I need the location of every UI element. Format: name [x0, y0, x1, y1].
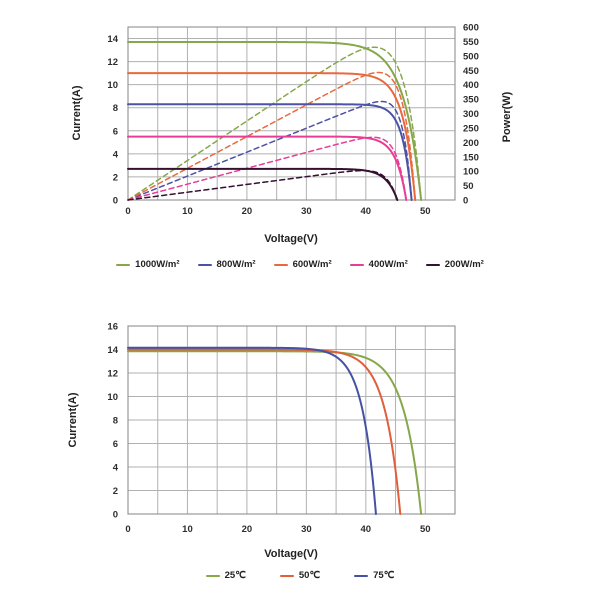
plot-border [127, 26, 456, 201]
iv-power-curves [127, 40, 423, 201]
current-curve-75℃ [127, 346, 377, 515]
iv-power-chart: 0246810121405010015020025030035040045050… [71, 23, 513, 246]
y-right-tick-label: 350 [463, 95, 479, 106]
legend-item-200W/m²: 200W/m² [425, 259, 484, 270]
y-right-tick-label: 300 [463, 109, 479, 120]
x-axis-title: Voltage(V) [264, 548, 318, 560]
power-curve-200W/m² [127, 169, 399, 201]
y-left-tick-label: 16 [107, 322, 118, 333]
y-left-tick-label: 4 [113, 463, 119, 474]
y-right-tick-label: 50 [463, 181, 474, 192]
power-curve-600W/m² [127, 71, 416, 201]
legend-label: 1000W/m² [135, 259, 180, 270]
legend-swatch [354, 574, 369, 577]
x-tick-label: 50 [420, 524, 431, 535]
legend-swatch [425, 263, 440, 266]
power-curve-1000W/m² [127, 46, 422, 201]
y-left-tick-label: 2 [113, 486, 118, 497]
x-tick-label: 0 [125, 524, 130, 535]
x-tick-label: 20 [242, 524, 253, 535]
y-left-tick-label: 0 [113, 510, 118, 521]
legend-item-50℃: 50℃ [279, 570, 321, 581]
y-left-tick-label: 0 [113, 196, 118, 207]
legend-item-1000W/m²: 1000W/m² [116, 259, 180, 270]
y-left-tick-label: 10 [107, 80, 118, 91]
legend-label: 75℃ [373, 570, 395, 581]
tick-labels: 0 2 4 6 8 10 12 14 16 0 10 20 30 40 50 [107, 322, 430, 536]
y-right-tick-label: 100 [463, 167, 479, 178]
y-left-tick-label: 10 [107, 392, 118, 403]
plot-border [127, 325, 456, 515]
y-left-tick-label: 6 [113, 126, 118, 137]
x-tick-label: 10 [182, 206, 193, 217]
legend-swatch [116, 263, 131, 266]
y-left-tick-label: 12 [107, 369, 118, 380]
y-right-tick-label: 550 [463, 37, 479, 48]
current-curve-400W/m² [127, 135, 408, 201]
legend-label: 50℃ [298, 570, 321, 581]
y-left-tick-label: 8 [113, 416, 118, 427]
legend-swatch [205, 574, 220, 577]
y-right-tick-label: 450 [463, 66, 479, 77]
legend-item-400W/m²: 400W/m² [349, 259, 408, 270]
legend-label: 400W/m² [368, 259, 408, 270]
gridlines [127, 26, 456, 201]
x-tick-label: 40 [361, 524, 372, 535]
y-left-tick-label: 12 [107, 57, 118, 68]
x-axis-title: Voltage(V) [264, 233, 318, 245]
current-curve-25℃ [127, 350, 423, 515]
y-left-tick-label: 14 [107, 345, 118, 356]
y-left-tick-label: 6 [113, 439, 118, 450]
y-left-tick-label: 4 [113, 149, 119, 160]
y-right-tick-label: 500 [463, 51, 479, 62]
left-axis-title: Current(A) [67, 392, 79, 447]
legend-item-25℃: 25℃ [205, 570, 246, 581]
legend-item-800W/m²: 800W/m² [197, 259, 256, 270]
current-curve-800W/m² [127, 103, 413, 201]
left-axis-title: Current(A) [71, 85, 83, 140]
legend-swatch [279, 574, 294, 577]
iv-curves [127, 346, 423, 515]
legend-label: 600W/m² [292, 259, 332, 270]
legend-item-600W/m²: 600W/m² [273, 259, 332, 270]
y-right-tick-label: 400 [463, 80, 479, 91]
current-curve-50℃ [127, 348, 402, 515]
x-tick-label: 10 [182, 524, 193, 535]
current-curve-1000W/m² [127, 40, 423, 201]
y-right-tick-label: 0 [463, 196, 468, 207]
y-left-tick-label: 8 [113, 103, 118, 114]
x-tick-label: 40 [361, 206, 372, 217]
iv-temperature-chart: 0 2 4 6 8 10 12 14 16 0 10 20 30 40 50 Current(A) Volt… [67, 322, 456, 560]
y-left-tick-label: 14 [107, 34, 118, 45]
legend-swatch [197, 263, 212, 266]
power-curve-400W/m² [127, 136, 407, 201]
current-curve-200W/m² [127, 167, 399, 201]
y-left-tick-label: 2 [113, 172, 118, 183]
irradiance-legend: 1000W/m² 800W/m² 600W/m² 400W/m² 200W/m² [0, 259, 600, 270]
legend-label: 800W/m² [216, 259, 256, 270]
legend-label: 200W/m² [444, 259, 484, 270]
power-curve-800W/m² [127, 100, 413, 201]
x-tick-label: 30 [301, 524, 312, 535]
legend-swatch [273, 263, 288, 266]
y-right-tick-label: 150 [463, 152, 479, 163]
legend-label: 25℃ [224, 570, 246, 581]
current-curve-600W/m² [127, 72, 417, 201]
legend-item-75℃: 75℃ [354, 570, 394, 581]
y-right-tick-label: 250 [463, 123, 479, 134]
x-tick-label: 0 [125, 206, 130, 217]
right-axis-title: Power(W) [501, 91, 513, 142]
legend-swatch [349, 263, 364, 266]
y-right-tick-label: 600 [463, 23, 479, 34]
x-tick-label: 20 [242, 206, 253, 217]
y-right-tick-label: 200 [463, 138, 479, 149]
x-tick-label: 30 [301, 206, 312, 217]
x-tick-label: 50 [420, 206, 431, 217]
temperature-legend: 25℃ 50℃ 75℃ [0, 570, 600, 581]
tick-labels: 0246810121405010015020025030035040045050… [107, 23, 478, 218]
